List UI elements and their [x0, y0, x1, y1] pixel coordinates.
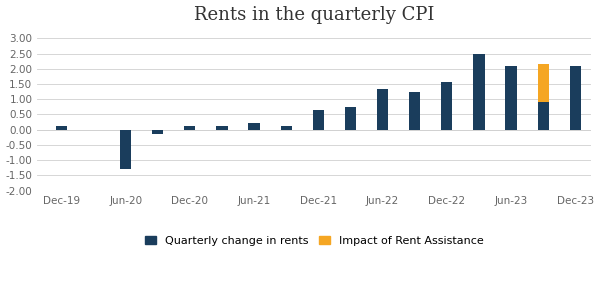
Bar — [249, 123, 259, 130]
Bar — [473, 54, 485, 130]
Bar — [409, 92, 420, 130]
Legend: Quarterly change in rents, Impact of Rent Assistance: Quarterly change in rents, Impact of Ren… — [144, 236, 484, 246]
Bar — [377, 88, 388, 130]
Bar — [313, 110, 324, 130]
Bar — [441, 82, 453, 130]
Bar — [281, 126, 292, 130]
Title: Rents in the quarterly CPI: Rents in the quarterly CPI — [194, 6, 435, 23]
Bar — [345, 107, 356, 130]
Bar — [538, 64, 549, 102]
Bar — [152, 130, 163, 134]
Bar — [538, 102, 549, 130]
Bar — [120, 130, 131, 169]
Bar — [184, 126, 196, 130]
Bar — [216, 126, 228, 130]
Bar — [506, 66, 517, 130]
Bar — [569, 66, 581, 130]
Bar — [56, 126, 67, 130]
